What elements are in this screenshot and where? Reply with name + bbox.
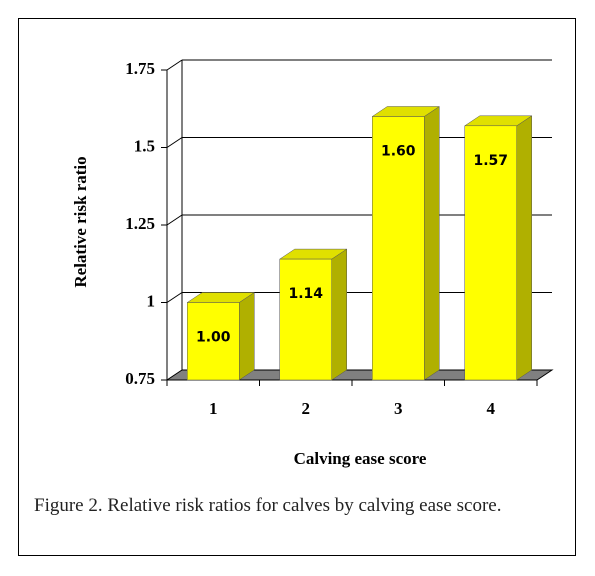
figure-frame <box>18 18 576 556</box>
bar <box>464 125 517 381</box>
grid-line <box>166 137 183 148</box>
x-tick-label: 4 <box>487 399 496 418</box>
value-label: 1.60 <box>381 144 416 160</box>
y-tick-label: 1 <box>147 291 156 310</box>
grid-line <box>166 214 183 226</box>
grid-line <box>166 292 183 303</box>
x-tick-label: 3 <box>394 399 403 418</box>
x-tick-label: 1 <box>209 399 218 418</box>
bar-side <box>331 248 347 381</box>
bar <box>187 302 240 381</box>
y-axis-title: Relative risk ratio <box>71 156 90 287</box>
bar-side <box>516 115 532 381</box>
y-tick-label: 1.25 <box>125 214 155 233</box>
value-label: 1.57 <box>473 153 508 169</box>
bar-side <box>239 292 255 381</box>
y-tick-label: 0.75 <box>125 369 155 388</box>
x-axis-title: Calving ease score <box>294 449 427 468</box>
y-tick-label: 1.5 <box>134 136 155 155</box>
grid-line <box>166 59 183 71</box>
bar-side <box>424 106 440 381</box>
value-label: 1.14 <box>288 286 323 302</box>
x-tick-label: 2 <box>302 399 311 418</box>
y-tick-label: 1.75 <box>125 59 155 78</box>
bar <box>279 258 332 381</box>
bar <box>372 116 425 381</box>
value-label: 1.00 <box>196 330 231 346</box>
caption: Figure 2. Relative risk ratios for calve… <box>34 495 502 516</box>
